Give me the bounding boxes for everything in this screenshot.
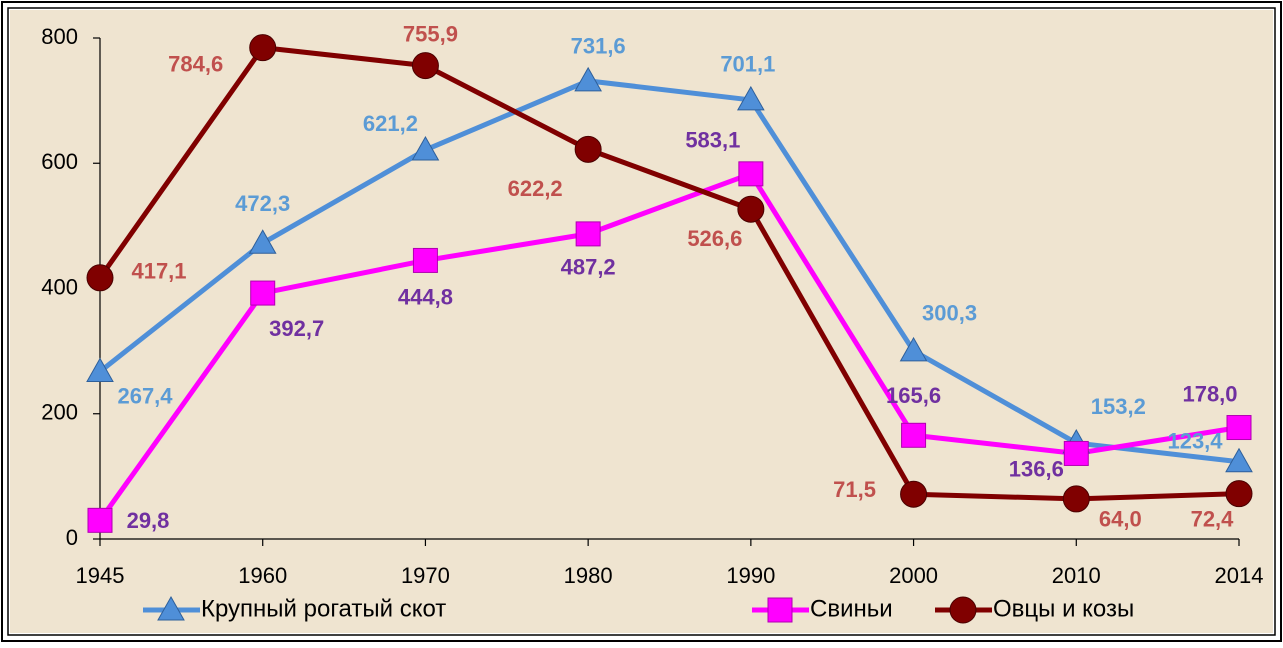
data-point	[411, 135, 440, 161]
y-tick-label: 0	[66, 525, 78, 550]
data-point	[1226, 415, 1252, 441]
data-point	[574, 135, 602, 163]
data-point	[900, 480, 928, 508]
data-label: 136,6	[1009, 456, 1064, 481]
data-label: 267,4	[117, 383, 173, 408]
data-point	[737, 85, 765, 111]
series-line	[97, 171, 1240, 522]
data-point	[86, 357, 114, 383]
data-label: 392,7	[269, 316, 324, 341]
data-point	[575, 221, 601, 247]
data-label: 621,2	[363, 111, 418, 136]
data-point	[86, 264, 114, 292]
data-point	[1225, 480, 1253, 508]
data-label: 444,8	[398, 284, 453, 309]
data-label: 701,1	[720, 52, 775, 77]
x-tick-label: 1945	[76, 563, 125, 588]
data-point	[1225, 447, 1253, 473]
data-label: 755,9	[403, 21, 458, 46]
data-label: 165,6	[886, 383, 941, 408]
data-point	[1063, 440, 1089, 466]
data-label: 178,0	[1182, 381, 1237, 406]
data-point	[737, 195, 765, 223]
data-label: 487,2	[561, 255, 616, 280]
x-tick-label: 1980	[564, 563, 613, 588]
data-point	[901, 422, 927, 448]
data-label: 622,2	[508, 176, 563, 201]
data-point	[738, 161, 764, 187]
legend-marker	[157, 595, 185, 621]
data-label: 64,0	[1099, 507, 1142, 532]
series-line	[97, 45, 1240, 502]
data-point	[411, 52, 439, 80]
data-point	[249, 34, 277, 62]
legend-label: Крупный рогатый скот	[201, 595, 446, 622]
x-tick-label: 2010	[1052, 563, 1101, 588]
x-tick-label: 2014	[1215, 563, 1264, 588]
x-tick-label: 1990	[726, 563, 775, 588]
data-point	[1062, 485, 1090, 513]
data-point	[412, 247, 438, 273]
plot-background	[10, 10, 1273, 633]
data-label: 583,1	[685, 128, 740, 153]
x-tick-label: 1960	[238, 563, 287, 588]
data-point	[899, 336, 928, 362]
data-label: 123,4	[1167, 429, 1223, 454]
data-label: 784,6	[168, 51, 223, 76]
data-label: 29,8	[127, 508, 170, 533]
data-label: 472,3	[235, 191, 290, 216]
legend-label: Свиньи	[810, 595, 893, 622]
inner-border	[7, 7, 1276, 636]
y-tick-label: 800	[41, 24, 78, 49]
data-label: 300,3	[922, 301, 977, 326]
data-label: 72,4	[1191, 506, 1235, 531]
data-label: 526,6	[687, 226, 742, 251]
data-point	[250, 280, 276, 306]
legend-label: Овцы и козы	[993, 595, 1134, 622]
data-point	[248, 229, 277, 254]
x-tick-label: 2000	[889, 563, 938, 588]
data-label: 417,1	[131, 259, 186, 284]
y-tick-label: 600	[41, 149, 78, 174]
data-label: 153,2	[1091, 394, 1146, 419]
legend-marker	[767, 597, 793, 623]
x-tick-label: 1970	[401, 563, 450, 588]
y-tick-label: 400	[41, 274, 78, 299]
data-point	[87, 507, 113, 533]
data-label: 71,5	[833, 477, 876, 502]
series-line	[98, 78, 1240, 465]
data-label: 731,6	[571, 34, 626, 59]
legend-marker	[949, 596, 977, 624]
data-point	[574, 66, 602, 92]
y-tick-label: 200	[41, 400, 78, 425]
